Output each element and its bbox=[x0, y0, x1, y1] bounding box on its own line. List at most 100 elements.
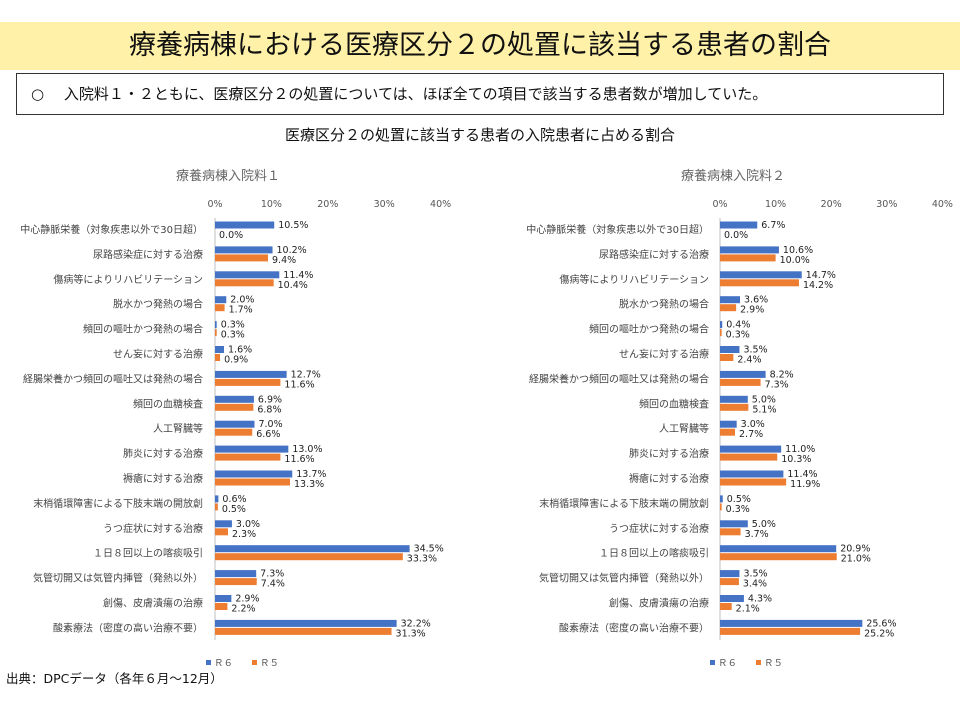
chart1-category-label: 頻回の嘔吐かつ発熱の場合 bbox=[83, 323, 203, 336]
chart1-bar-r6 bbox=[215, 296, 227, 304]
chart1-category-label: 人工腎臓等 bbox=[153, 422, 203, 435]
chart1-legend-label: Ｒ５ bbox=[260, 658, 279, 669]
chart2-title: 療養病棟入院料２ bbox=[681, 168, 785, 184]
chart2-bar-r5 bbox=[720, 279, 799, 287]
chart1-category-label: 末梢循環障害による下肢末端の開放創 bbox=[33, 497, 203, 510]
chart2-bar-r5 bbox=[720, 528, 741, 536]
chart2-value-label: 11.9% bbox=[790, 479, 820, 490]
chart1-bar-r5 bbox=[215, 627, 392, 635]
chart2-bar-r5 bbox=[720, 603, 732, 610]
chart2-bar-r6 bbox=[720, 595, 744, 602]
source-note: 出典：DPCデータ（各年６月～12月） bbox=[6, 671, 223, 686]
chart1-value-label: 2.9% bbox=[235, 594, 259, 605]
chart1-value-label: 0.3% bbox=[221, 330, 245, 341]
chart2-bar-r5 bbox=[720, 304, 737, 312]
chart1-value-label: 2.0% bbox=[230, 295, 254, 306]
chart1-value-label: 7.3% bbox=[260, 569, 284, 580]
chart1-value-label: 2.2% bbox=[231, 604, 255, 615]
chart2-bar-r5 bbox=[720, 254, 776, 262]
chart2-value-label: 2.1% bbox=[736, 604, 760, 615]
chart1-bar-r5 bbox=[215, 254, 269, 262]
chart2-value-label: 14.7% bbox=[806, 270, 836, 281]
chart2-bar-r6 bbox=[720, 395, 748, 403]
chart1-category-label: せん妄に対する治療 bbox=[113, 348, 203, 361]
chart1-bar-r5 bbox=[215, 428, 253, 436]
chart2-value-label: 10.3% bbox=[781, 454, 811, 465]
chart1-bar-r5 bbox=[215, 378, 281, 386]
chart2-bar-r6 bbox=[720, 570, 740, 578]
chart2-bar-r5 bbox=[720, 354, 734, 361]
chart2-bar-r6 bbox=[720, 445, 782, 453]
chart2-value-label: 3.7% bbox=[745, 529, 769, 540]
chart2-bar-r6 bbox=[720, 221, 758, 229]
page-title: 療養病棟における医療区分２の処置に該当する患者の割合 bbox=[129, 30, 831, 61]
chart1-value-label: 34.5% bbox=[414, 544, 444, 555]
chart2-value-label: 0.3% bbox=[726, 330, 750, 341]
chart1-category-label: 酸素療法（密度の高い治療不要） bbox=[53, 621, 203, 634]
chart1-value-label: 3.0% bbox=[236, 519, 260, 530]
chart2-legend-swatch-r5 bbox=[756, 660, 761, 665]
chart1-bar-r6 bbox=[215, 545, 410, 553]
chart2-bar-r6 bbox=[720, 545, 837, 553]
chart2-value-label: 8.2% bbox=[770, 369, 794, 380]
chart1-value-label: 13.3% bbox=[294, 479, 324, 490]
chart2-category-label: 頻回の嘔吐かつ発熱の場合 bbox=[589, 323, 709, 336]
chart2-value-label: 11.0% bbox=[785, 444, 815, 455]
chart2-value-label: 14.2% bbox=[803, 280, 833, 291]
chart1-bar-r6 bbox=[215, 520, 232, 528]
chart1-bar-r6 bbox=[215, 346, 225, 353]
chart1-value-label: 13.7% bbox=[296, 469, 326, 480]
chart2-bar-r6 bbox=[720, 346, 740, 353]
chart1-x-tick-label: 20% bbox=[317, 199, 338, 210]
chart2-category-label: 肺炎に対する治療 bbox=[629, 447, 709, 460]
chart2-value-label: 6.7% bbox=[761, 220, 785, 231]
chart2-x-tick-label: 40% bbox=[932, 199, 953, 210]
chart1-title: 療養病棟入院料１ bbox=[176, 168, 280, 184]
chart2-category-label: 酸素療法（密度の高い治療不要） bbox=[559, 621, 709, 634]
chart2-bar-r6 bbox=[720, 370, 766, 378]
chart1-bar-r6 bbox=[215, 321, 217, 329]
chart2-value-label: 5.0% bbox=[752, 394, 776, 405]
chart2-bar-r5 bbox=[720, 627, 861, 635]
chart1-value-label: 0.0% bbox=[219, 230, 243, 241]
chart2-value-label: 25.6% bbox=[866, 618, 896, 629]
chart2-value-label: 10.6% bbox=[783, 245, 813, 256]
chart1-bar-r5 bbox=[215, 603, 228, 610]
chart2-category-label: 褥瘡に対する治療 bbox=[629, 472, 709, 485]
chart2-bar-r5 bbox=[720, 453, 778, 461]
chart2-value-label: 5.1% bbox=[752, 404, 776, 415]
chart1-bar-r6 bbox=[215, 445, 289, 453]
chart1-category-label: 褥瘡に対する治療 bbox=[123, 472, 203, 485]
chart2-bar-r6 bbox=[720, 296, 741, 304]
summary-text: ○ 入院料１・２ともに、医療区分２の処置については、ほぼ全ての項目で該当する患者… bbox=[31, 85, 768, 103]
chart1-category-label: 肺炎に対する治療 bbox=[123, 447, 203, 460]
chart2-value-label: 10.0% bbox=[780, 255, 810, 266]
chart2-category-label: 経腸栄養かつ頻回の嘔吐又は発熱の場合 bbox=[529, 372, 709, 385]
chart1-category-label: 尿路感染症に対する治療 bbox=[93, 248, 203, 261]
chart1-value-label: 31.3% bbox=[396, 628, 426, 639]
chart2-value-label: 3.6% bbox=[744, 295, 768, 306]
chart1-value-label: 13.0% bbox=[292, 444, 322, 455]
chart1-bar-r5 bbox=[215, 329, 217, 337]
chart1-category-label: 傷病等によりリハビリテーション bbox=[53, 273, 203, 286]
chart2-value-label: 3.5% bbox=[743, 569, 767, 580]
chart1-bar-r6 bbox=[215, 570, 257, 578]
chart1-legend-swatch-r6 bbox=[206, 660, 211, 665]
chart1-bar-r5 bbox=[215, 578, 257, 586]
chart1-category-label: 創傷、皮膚潰瘍の治療 bbox=[103, 597, 203, 610]
chart1-bar-r5 bbox=[215, 403, 254, 411]
chart2-value-label: 20.9% bbox=[840, 544, 870, 555]
chart1-value-label: 6.9% bbox=[258, 394, 282, 405]
chart1-bar-r5 bbox=[215, 478, 291, 486]
summary-box: ○ 入院料１・２ともに、医療区分２の処置については、ほぼ全ての項目で該当する患者… bbox=[16, 73, 944, 115]
chart1-value-label: 0.9% bbox=[224, 355, 248, 366]
chart2-category-label: 末梢循環障害による下肢末端の開放創 bbox=[539, 497, 709, 510]
chart2-category-label: 気管切開又は気管内挿管（発熱以外） bbox=[539, 572, 709, 585]
chart1-value-label: 12.7% bbox=[291, 369, 321, 380]
chart2-category-label: 脱水かつ発熱の場合 bbox=[619, 298, 709, 311]
chart1-value-label: 11.6% bbox=[284, 454, 314, 465]
chart2-value-label: 7.3% bbox=[765, 379, 789, 390]
chart2-category-label: せん妄に対する治療 bbox=[619, 348, 709, 361]
chart1-value-label: 10.2% bbox=[277, 245, 307, 256]
chart1-bar-r6 bbox=[215, 470, 293, 478]
